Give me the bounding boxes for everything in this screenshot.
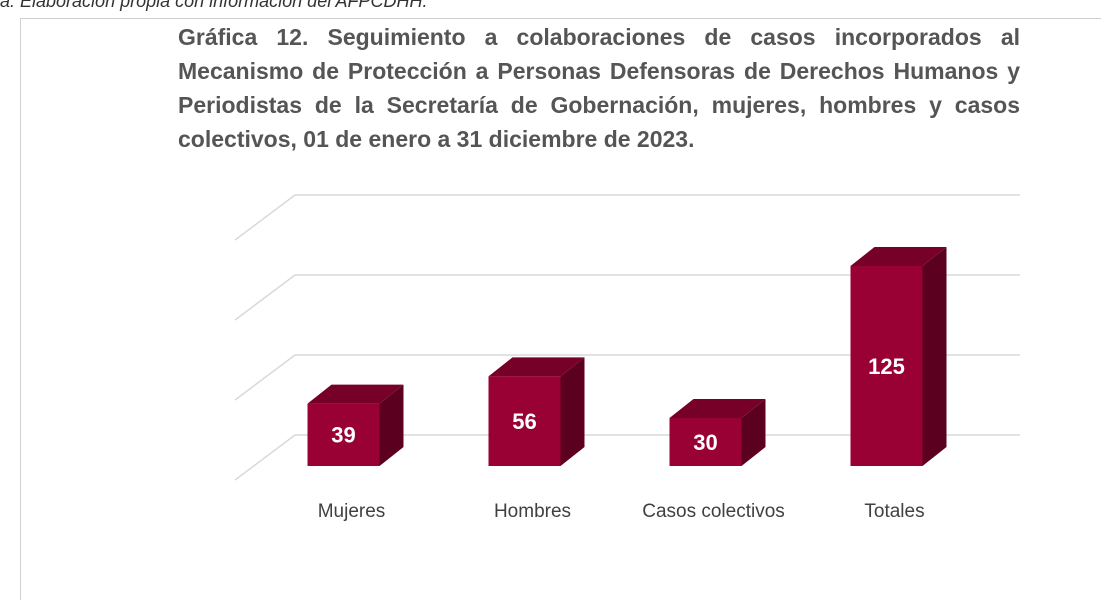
grid-line bbox=[234, 434, 1020, 481]
chart-frame bbox=[20, 18, 1101, 600]
data-label: 125 bbox=[868, 354, 905, 379]
x-tick-label: Totales bbox=[864, 501, 924, 522]
grid-line bbox=[234, 354, 1020, 401]
source-note: a: Elaboración propia con información de… bbox=[0, 0, 428, 11]
bar bbox=[488, 376, 561, 466]
bar bbox=[850, 266, 923, 466]
bar-side bbox=[922, 247, 947, 466]
bar-side bbox=[741, 399, 766, 466]
grid-line bbox=[234, 274, 1020, 321]
bar bbox=[669, 418, 742, 466]
bar-side bbox=[379, 384, 404, 466]
data-label: 39 bbox=[331, 423, 355, 448]
x-tick-label: Casos colectivos bbox=[642, 501, 785, 522]
bar-side bbox=[560, 357, 585, 466]
chart-title: Gráfica 12. Seguimiento a colaboraciones… bbox=[178, 24, 1020, 152]
x-tick-label: Mujeres bbox=[318, 501, 386, 522]
x-tick-label: Hombres bbox=[494, 501, 571, 522]
data-label: 56 bbox=[512, 409, 536, 434]
bar-top bbox=[488, 357, 585, 377]
grid-line bbox=[234, 194, 1020, 241]
bar bbox=[307, 403, 380, 466]
data-label: 30 bbox=[693, 430, 717, 455]
bar-top bbox=[850, 247, 947, 266]
bar-top bbox=[307, 384, 404, 404]
bar-top bbox=[669, 399, 766, 418]
